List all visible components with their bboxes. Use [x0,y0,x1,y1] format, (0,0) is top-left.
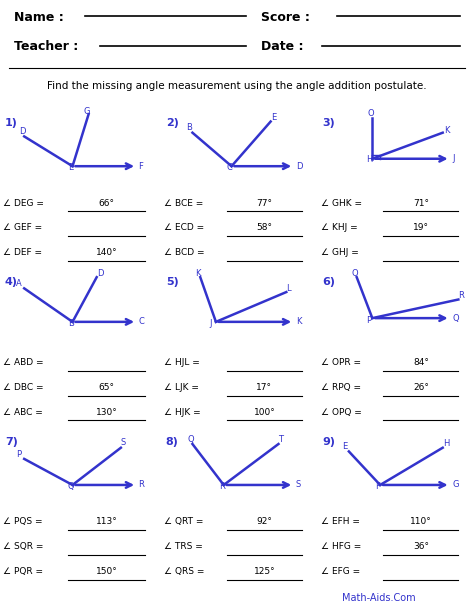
Text: ∠ PQR =: ∠ PQR = [3,567,46,576]
Text: Q: Q [188,435,194,444]
Text: ∠ PQS =: ∠ PQS = [3,517,46,527]
Text: B: B [68,319,73,329]
Text: F: F [375,482,380,492]
Text: R: R [458,291,464,300]
Text: B: B [186,123,192,132]
Text: ∠ BCD =: ∠ BCD = [164,248,208,257]
Text: 150°: 150° [95,567,117,576]
Text: ∠ HJK =: ∠ HJK = [164,408,204,417]
Text: H: H [366,156,373,164]
Text: ∠ DEG =: ∠ DEG = [3,199,47,208]
Text: 100°: 100° [254,408,275,417]
Text: 71°: 71° [413,199,429,208]
Text: 19°: 19° [413,223,429,232]
Text: Score :: Score : [261,11,310,24]
Text: ∠ ABD =: ∠ ABD = [3,358,46,367]
Text: ∠ KHJ =: ∠ KHJ = [321,223,360,232]
Text: 17°: 17° [256,383,273,392]
Text: Find the missing angle measurement using the angle addition postulate.: Find the missing angle measurement using… [47,81,427,91]
Text: 113°: 113° [95,517,117,527]
Text: L: L [286,284,291,292]
Text: R: R [219,482,225,492]
Text: E: E [343,442,348,451]
Text: 9): 9) [322,436,335,446]
Text: 125°: 125° [254,567,275,576]
Text: 110°: 110° [410,517,432,527]
Text: 26°: 26° [413,383,429,392]
Text: ∠ EFH =: ∠ EFH = [321,517,363,527]
Text: 58°: 58° [256,223,273,232]
Text: ∠ RPQ =: ∠ RPQ = [321,383,364,392]
Text: F: F [138,162,144,170]
Text: 4): 4) [5,277,18,287]
Text: E: E [68,163,73,172]
Text: ∠ LJK =: ∠ LJK = [164,383,202,392]
Text: ∠ QRT =: ∠ QRT = [164,517,207,527]
Text: H: H [443,440,449,448]
Text: K: K [196,268,201,278]
Text: ∠ DBC =: ∠ DBC = [3,383,46,392]
Text: ∠ QRS =: ∠ QRS = [164,567,208,576]
Text: 77°: 77° [256,199,273,208]
Text: 65°: 65° [99,383,114,392]
Text: Date :: Date : [261,40,303,53]
Text: 84°: 84° [413,358,429,367]
Text: J: J [210,319,212,329]
Text: K: K [444,126,450,135]
Text: K: K [296,318,301,326]
Text: S: S [296,481,301,489]
Text: A: A [16,279,22,288]
Text: 3): 3) [322,118,335,128]
Text: P: P [16,450,21,459]
Text: 140°: 140° [96,248,117,257]
Text: S: S [121,438,126,447]
Text: Teacher :: Teacher : [14,40,79,53]
Text: ∠ OPR =: ∠ OPR = [321,358,364,367]
Text: ∠ TRS =: ∠ TRS = [164,542,206,551]
Text: 92°: 92° [256,517,273,527]
Text: ∠ DEF =: ∠ DEF = [3,248,45,257]
Text: D: D [19,127,26,136]
Text: ∠ GHJ =: ∠ GHJ = [321,248,361,257]
Text: 66°: 66° [99,199,114,208]
Text: Q: Q [452,314,459,322]
Text: ∠ BCE =: ∠ BCE = [164,199,206,208]
Text: 7): 7) [5,436,18,446]
Text: C: C [227,163,233,172]
Text: 2): 2) [166,118,179,128]
Text: D: D [296,162,302,170]
Text: Q: Q [68,482,74,492]
Text: ∠ GEF =: ∠ GEF = [3,223,45,232]
Text: ∠ GHK =: ∠ GHK = [321,199,365,208]
Text: G: G [84,107,91,116]
Text: O: O [368,109,374,118]
Text: 5): 5) [166,277,179,287]
Text: 8): 8) [166,436,179,446]
Text: ∠ ECD =: ∠ ECD = [164,223,207,232]
Text: ∠ EFG =: ∠ EFG = [321,567,363,576]
Text: ∠ OPQ =: ∠ OPQ = [321,408,365,417]
Text: ∠ HFG =: ∠ HFG = [321,542,364,551]
Text: J: J [452,154,455,163]
Text: C: C [138,318,145,326]
Text: P: P [366,316,371,325]
Text: E: E [271,113,276,122]
Text: D: D [97,268,103,278]
Text: 130°: 130° [95,408,117,417]
Text: 36°: 36° [413,542,429,551]
Text: Math-Aids.Com: Math-Aids.Com [342,593,416,603]
Text: R: R [138,481,145,489]
Text: G: G [452,481,459,489]
Text: 1): 1) [5,118,18,128]
Text: ∠ ABC =: ∠ ABC = [3,408,46,417]
Text: O: O [352,268,359,278]
Text: ∠ HJL =: ∠ HJL = [164,358,203,367]
Text: T: T [279,435,283,444]
Text: ∠ SQR =: ∠ SQR = [3,542,46,551]
Text: Name :: Name : [14,11,64,24]
Text: 6): 6) [322,277,335,287]
